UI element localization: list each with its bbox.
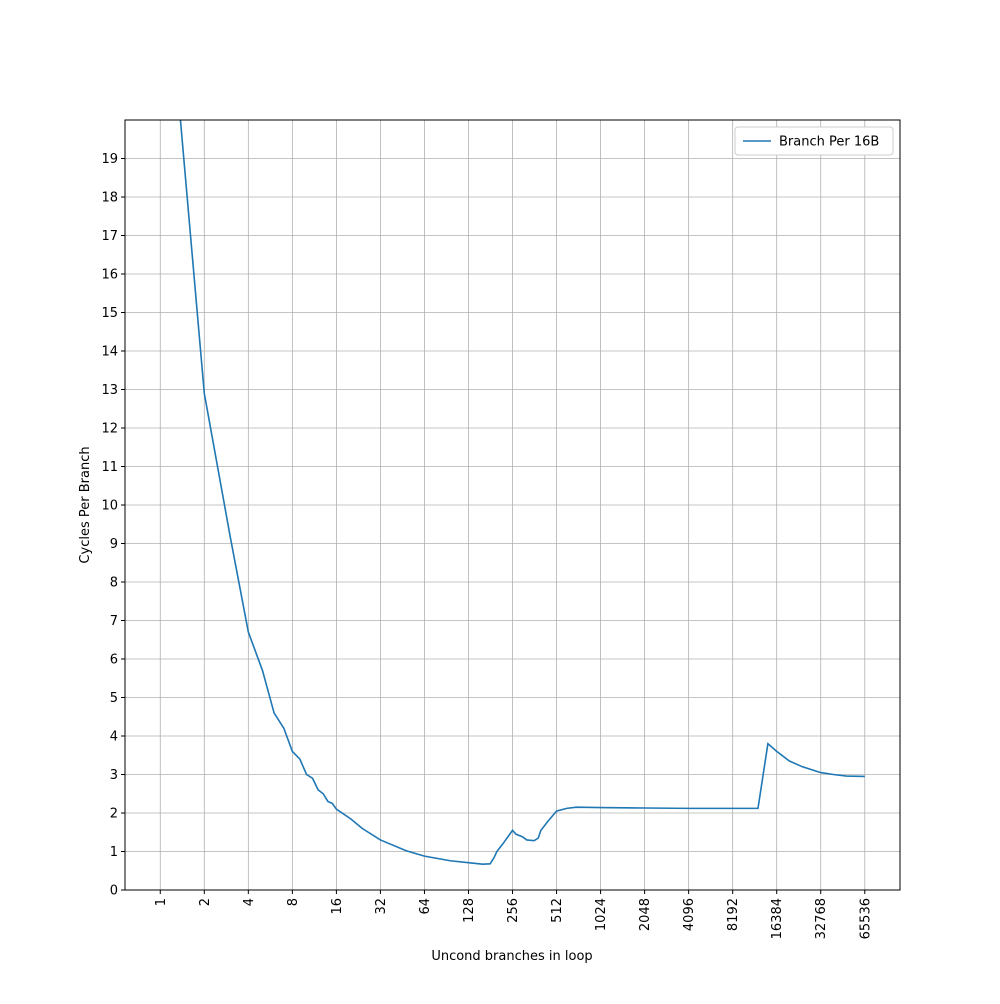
x-tick-label: 4096 (682, 898, 697, 931)
x-tick-label: 128 (462, 898, 477, 923)
y-tick-label: 15 (101, 306, 118, 321)
y-tick-label: 5 (110, 691, 118, 706)
x-tick-label: 64 (418, 898, 433, 915)
legend-label: Branch Per 16B (779, 135, 879, 150)
x-tick-label: 16 (330, 898, 345, 915)
x-tick-label: 16384 (770, 898, 785, 939)
x-tick-label: 8192 (726, 898, 741, 931)
legend-box (734, 126, 894, 156)
x-tick-label: 512 (550, 898, 565, 923)
y-tick-label: 8 (110, 576, 118, 591)
y-axis-label: Cycles Per Branch (78, 446, 93, 563)
y-tick-label: 1 (110, 845, 118, 860)
y-tick-label: 12 (101, 422, 118, 437)
y-tick-label: 2 (110, 807, 118, 822)
y-tick-label: 18 (101, 191, 118, 206)
y-tick-label: 19 (101, 152, 118, 167)
x-tick-label: 65536 (858, 898, 873, 939)
y-tick-label: 11 (101, 460, 118, 475)
y-tick-label: 9 (110, 537, 118, 552)
y-tick-label: 3 (110, 768, 118, 783)
y-tick-label: 16 (101, 268, 118, 283)
data-line (179, 120, 865, 866)
x-tick-label: 2 (198, 898, 213, 906)
x-tick-label: 8 (286, 898, 301, 906)
x-tick-label: 4 (242, 898, 257, 906)
y-tick-label: 14 (101, 345, 118, 360)
y-tick-label: 10 (101, 499, 118, 514)
x-tick-label: 32768 (814, 898, 829, 939)
y-tick-label: 7 (110, 614, 118, 629)
x-tick-label: 256 (506, 898, 521, 923)
y-tick-label: 4 (110, 730, 118, 745)
x-axis-label: Uncond branches in loop (431, 949, 592, 964)
y-tick-label: 17 (101, 229, 118, 244)
y-tick-label: 6 (110, 653, 118, 668)
y-tick-label: 13 (101, 383, 118, 398)
x-tick-label: 1024 (594, 898, 609, 931)
x-tick-label: 1 (154, 898, 169, 906)
x-tick-label: 2048 (638, 898, 653, 931)
x-tick-label: 32 (374, 898, 389, 915)
y-tick-label: 0 (110, 884, 118, 899)
plot-frame (124, 119, 901, 891)
